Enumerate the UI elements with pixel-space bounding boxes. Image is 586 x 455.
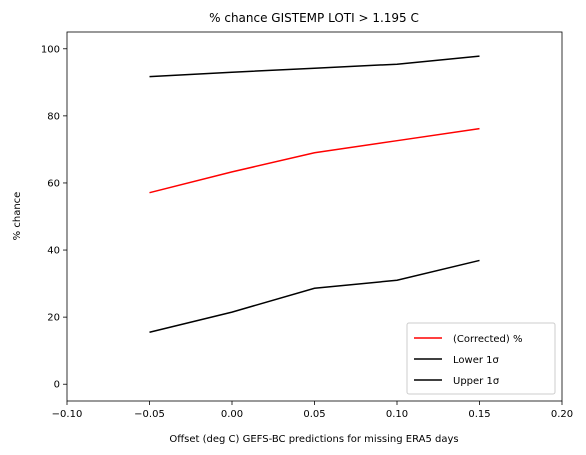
y-tick-label: 80 <box>47 111 60 122</box>
x-tick-label: 0.05 <box>303 409 325 420</box>
x-axis-label: Offset (deg C) GEFS-BC predictions for m… <box>169 434 458 445</box>
x-tick-label: 0.00 <box>221 409 243 420</box>
y-tick-label: 60 <box>47 178 60 189</box>
x-tick-label: 0.20 <box>551 409 573 420</box>
y-tick-label: 100 <box>41 44 60 55</box>
x-axis: −0.10 −0.05 0.00 0.05 0.10 0.15 0.20 <box>52 401 573 420</box>
x-tick-label: 0.15 <box>468 409 490 420</box>
legend-label: Lower 1σ <box>453 355 499 366</box>
y-axis-label: % chance <box>12 192 23 241</box>
series-line-lower-1sigma <box>149 259 480 333</box>
legend-label: (Corrected) % <box>453 334 522 345</box>
y-tick-label: 0 <box>54 380 60 391</box>
chart-title: % chance GISTEMP LOTI > 1.195 C <box>209 11 419 25</box>
legend-box <box>406 322 556 395</box>
y-axis: 0 20 40 60 80 100 <box>41 44 67 391</box>
y-tick-label: 40 <box>47 246 60 257</box>
x-tick-label: −0.05 <box>134 409 165 420</box>
legend: (Corrected) % Lower 1σ Upper 1σ <box>406 322 556 395</box>
legend-label: Upper 1σ <box>453 376 500 387</box>
series-layer <box>149 55 480 333</box>
x-tick-label: 0.10 <box>386 409 408 420</box>
x-tick-label: −0.10 <box>52 409 83 420</box>
y-tick-label: 20 <box>47 313 60 324</box>
series-line-upper-1sigma <box>149 55 480 78</box>
series-line-corrected <box>149 127 480 194</box>
